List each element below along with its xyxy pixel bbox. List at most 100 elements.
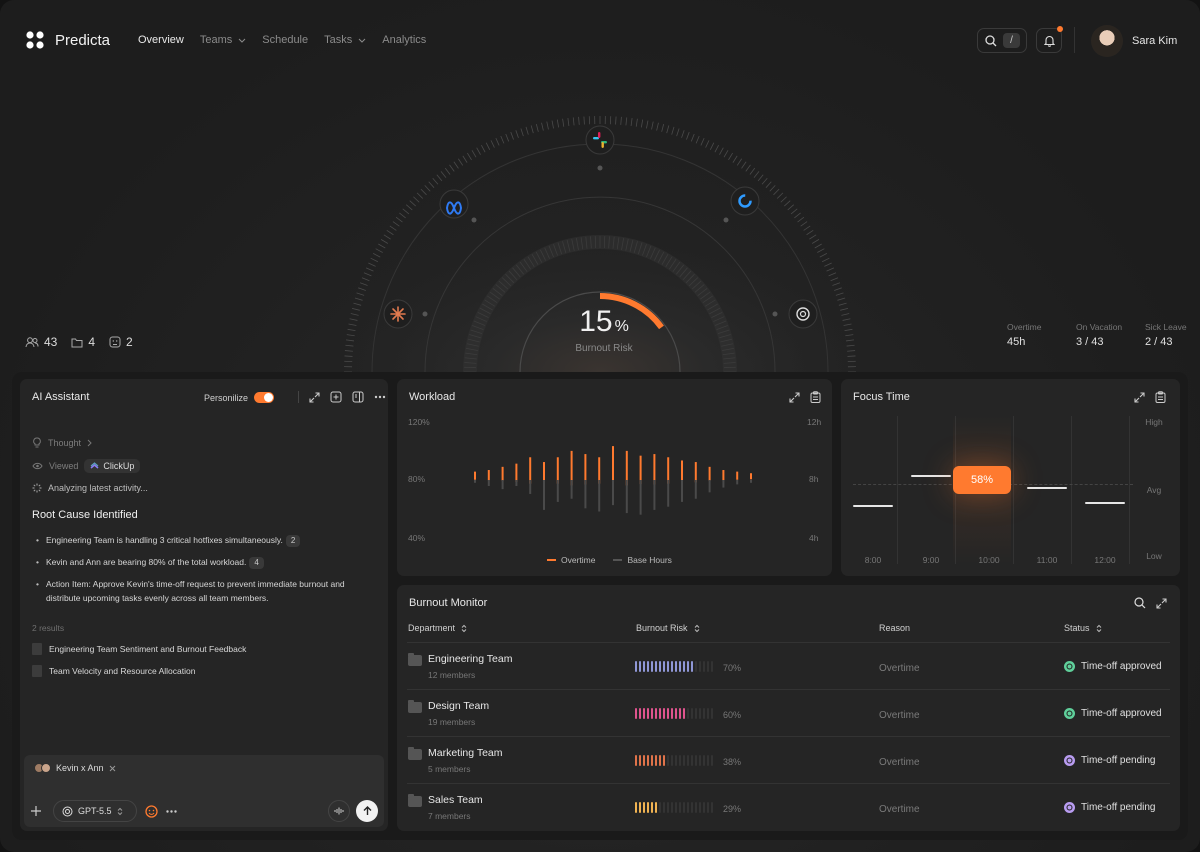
people-count: 43 <box>44 335 58 349</box>
nav-item-teams[interactable]: Teams <box>200 34 246 46</box>
risk-segment <box>683 661 685 672</box>
result-item[interactable]: Team Velocity and Resource Allocation <box>32 665 195 677</box>
clickup-icon[interactable] <box>730 186 760 216</box>
context-chip[interactable]: Kevin x Ann <box>34 763 116 773</box>
leave-stats: Overtime 45h On Vacation 3 / 43 Sick Leave 2 … <box>1007 322 1200 348</box>
clickup-icon <box>90 461 99 469</box>
result-item[interactable]: Engineering Team Sentiment and Burnout F… <box>32 643 246 655</box>
expand-icon[interactable] <box>1134 391 1145 403</box>
risk-segment <box>671 708 673 719</box>
nav-item-analytics[interactable]: Analytics <box>382 34 426 46</box>
voice-button[interactable] <box>328 800 350 822</box>
nav-item-schedule[interactable]: Schedule <box>262 34 308 46</box>
sort-icon[interactable] <box>694 624 700 633</box>
toggle-switch[interactable] <box>254 392 275 403</box>
focus-level[interactable] <box>1027 487 1067 490</box>
plus-icon[interactable] <box>31 806 41 816</box>
add-icon[interactable] <box>330 391 342 403</box>
arrow-up-icon <box>363 806 371 815</box>
department-cell: Engineering Team 12 members <box>408 653 512 680</box>
focus-level[interactable] <box>853 504 893 507</box>
issues-stat[interactable]: 2 <box>109 335 133 349</box>
table-row[interactable]: Design Team 19 members 60% Overtime Time-off… <box>407 689 1170 736</box>
logo[interactable]: Predicta <box>25 31 110 49</box>
column-status[interactable]: Status <box>1064 623 1102 633</box>
risk-segment <box>659 755 661 766</box>
sort-icon[interactable] <box>461 624 467 633</box>
folder-icon <box>71 338 83 347</box>
status-badge: Time-off pending <box>1064 802 1156 813</box>
y-left-tick: 40% <box>408 533 426 543</box>
root-cause-text: Engineering Team is handling 3 critical … <box>46 535 283 545</box>
risk-segment <box>675 661 677 672</box>
source-badge[interactable]: 2 <box>285 535 301 547</box>
trace-thought[interactable]: Thought <box>32 437 93 448</box>
clipboard-icon[interactable] <box>1155 391 1166 403</box>
expand-icon[interactable] <box>309 391 320 403</box>
more-icon[interactable] <box>374 395 386 399</box>
department-members: 19 members <box>428 717 476 727</box>
people-stat[interactable]: 43 <box>25 335 57 349</box>
risk-segment <box>651 802 653 813</box>
model-name: GPT-5.5 <box>78 806 112 816</box>
user-avatar[interactable] <box>1091 25 1123 57</box>
root-cause-item: Action Item: Approve Kevin's time-off re… <box>36 577 376 605</box>
y-right-tick: 8h <box>809 474 819 484</box>
close-icon[interactable] <box>109 765 116 772</box>
clipboard-icon[interactable] <box>810 391 821 403</box>
more-icon[interactable] <box>166 810 177 813</box>
focus-level[interactable] <box>911 475 951 478</box>
claude-icon[interactable] <box>383 299 413 329</box>
source-badge[interactable]: 4 <box>249 557 264 569</box>
nav-item-overview[interactable]: Overview <box>138 34 184 46</box>
risk-segment <box>647 802 649 813</box>
sort-icon[interactable] <box>1096 624 1102 633</box>
burnout-title: Burnout Monitor <box>409 597 488 609</box>
nav-label: Teams <box>199 34 233 46</box>
issues-count: 2 <box>126 335 133 349</box>
focus-x-tick: 11:00 <box>1036 555 1058 565</box>
focus-highlight[interactable]: 58% <box>953 466 1011 494</box>
meta-icon[interactable] <box>439 189 469 219</box>
chat-composer[interactable]: Kevin x Ann GPT-5.5 <box>24 755 384 827</box>
focus-x-tick: 8:00 <box>864 555 882 565</box>
column-department[interactable]: Department <box>408 623 467 633</box>
waveform-icon <box>334 807 344 815</box>
risk-segment <box>679 755 681 766</box>
send-button[interactable] <box>356 800 378 822</box>
clickup-chip[interactable]: ClickUp <box>84 459 141 473</box>
search-icon[interactable] <box>1134 597 1146 609</box>
expand-icon[interactable] <box>789 391 800 403</box>
slack-icon[interactable] <box>585 125 615 155</box>
user-name[interactable]: Sara Kim <box>1132 35 1178 47</box>
column-burnout-risk[interactable]: Burnout Risk <box>636 623 700 633</box>
ai-assistant-panel: AI Assistant Personilize Thought Viewed … <box>20 379 388 831</box>
table-row[interactable]: Sales Team 7 members 29% Overtime Time-off p… <box>407 783 1170 830</box>
table-row[interactable]: Engineering Team 12 members 70% Overtime Tim… <box>407 642 1170 689</box>
risk-segment <box>711 708 713 719</box>
model-selector[interactable]: GPT-5.5 <box>53 800 137 822</box>
column-reason[interactable]: Reason <box>879 623 910 633</box>
risk-segment <box>635 755 637 766</box>
folders-stat[interactable]: 4 <box>71 335 95 349</box>
notifications-button[interactable] <box>1036 26 1063 53</box>
sidebar-icon[interactable] <box>352 391 364 403</box>
status-badge: Time-off approved <box>1064 708 1162 719</box>
expand-icon[interactable] <box>1156 597 1167 609</box>
stat-label: On Vacation <box>1076 322 1123 332</box>
nav-item-tasks[interactable]: Tasks <box>324 34 366 46</box>
eye-icon <box>32 462 43 470</box>
spinner-icon <box>32 483 42 493</box>
risk-percent: 38% <box>723 757 742 767</box>
table-row[interactable]: Marketing Team 5 members 38% Overtime Time-o… <box>407 736 1170 783</box>
personalize-icon[interactable] <box>145 805 158 818</box>
risk-segment <box>675 708 677 719</box>
workload-panel: Workload 120% 80% 40% 12h 8h 4h Overtime… <box>397 379 832 576</box>
source-count: 4 <box>254 558 259 567</box>
personalize-toggle[interactable]: Personilize <box>204 392 275 403</box>
risk-segment <box>667 661 669 672</box>
search-button[interactable]: / <box>977 28 1027 53</box>
notification-badge <box>1057 26 1063 32</box>
focus-level[interactable] <box>1085 501 1125 504</box>
openai-icon[interactable] <box>788 299 818 329</box>
